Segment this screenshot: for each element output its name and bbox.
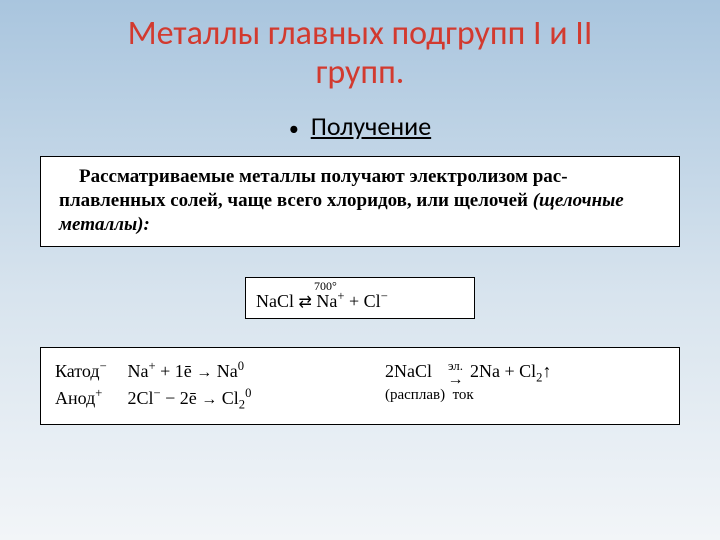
an-l-sup: − [154, 386, 161, 400]
an-arr: → [201, 391, 217, 408]
anode-label: Анод [55, 388, 95, 408]
an-r: Cl [217, 388, 239, 408]
equil-arrow: ⇄ [299, 294, 312, 311]
description-box: Рассматриваемые металлы получают электро… [40, 156, 680, 247]
an-l: 2Cl [128, 388, 154, 408]
nacl: NaCl [256, 291, 294, 311]
cl-minus: − [381, 289, 388, 303]
overall-col: 2NaCl эл. → 2Na + Cl2↑ (расплав) ток [355, 358, 665, 406]
title-line-2: групп. [316, 52, 405, 93]
na-ion: Na [316, 291, 337, 311]
na-plus: + [337, 289, 344, 303]
dissociation-eq: NaCl ⇄ Na+ + Cl− [256, 292, 464, 312]
ov-bot: ток [453, 387, 474, 403]
cathode-sup: − [100, 359, 107, 373]
electrode-row: Катод− Na+ + 1ē → Na0 Анод+ 2Cl− − 2ē → … [55, 358, 665, 412]
cat-r: Na [212, 361, 238, 381]
bullet-text: Получение [311, 110, 431, 142]
cat-r-sup: 0 [238, 359, 244, 373]
anode-line: Анод+ 2Cl− − 2ē → Cl20 [55, 385, 355, 412]
cat-l: Na [128, 361, 149, 381]
bullet-dot: • [289, 117, 299, 141]
up-arrow-icon: ↑ [542, 361, 551, 381]
ov-r: 2Na + Cl [470, 361, 536, 381]
temperature-anno: 700° [314, 280, 337, 293]
cathode-line: Катод− Na+ + 1ē → Na0 [55, 358, 355, 385]
slide-title: Металлы главных подгрупп I и II групп. [0, 0, 720, 92]
electrode-left-col: Катод− Na+ + 1ē → Na0 Анод+ 2Cl− − 2ē → … [55, 358, 355, 412]
ov-paren: (расплав) [385, 387, 445, 403]
anode-sup: + [95, 386, 102, 400]
title-line-1: Металлы главных подгрупп I и II [128, 13, 593, 54]
cat-arr: → [196, 364, 212, 381]
an-r-sup: 0 [245, 386, 251, 400]
dissociation-box: 700° NaCl ⇄ Na+ + Cl− [245, 277, 475, 319]
slide: Металлы главных подгрупп I и II групп. •… [0, 0, 720, 540]
cat-l-sup: + [149, 359, 156, 373]
electrode-box: Катод− Na+ + 1ē → Na0 Анод+ 2Cl− − 2ē → … [40, 347, 680, 425]
bullet-row: • Получение [0, 110, 720, 142]
cl-ion: Cl [364, 291, 381, 311]
cat-mid: + 1ē [156, 361, 197, 381]
desc-line1-indent: Рассматриваемые металлы получают электро… [79, 166, 568, 187]
desc-line2: плавленных солей, чаще всего хлоридов, и… [59, 190, 533, 211]
ov-l: 2NaCl [385, 361, 432, 381]
an-mid: − 2ē [161, 388, 202, 408]
plus: + [349, 291, 364, 311]
cathode-label: Катод [55, 361, 100, 381]
